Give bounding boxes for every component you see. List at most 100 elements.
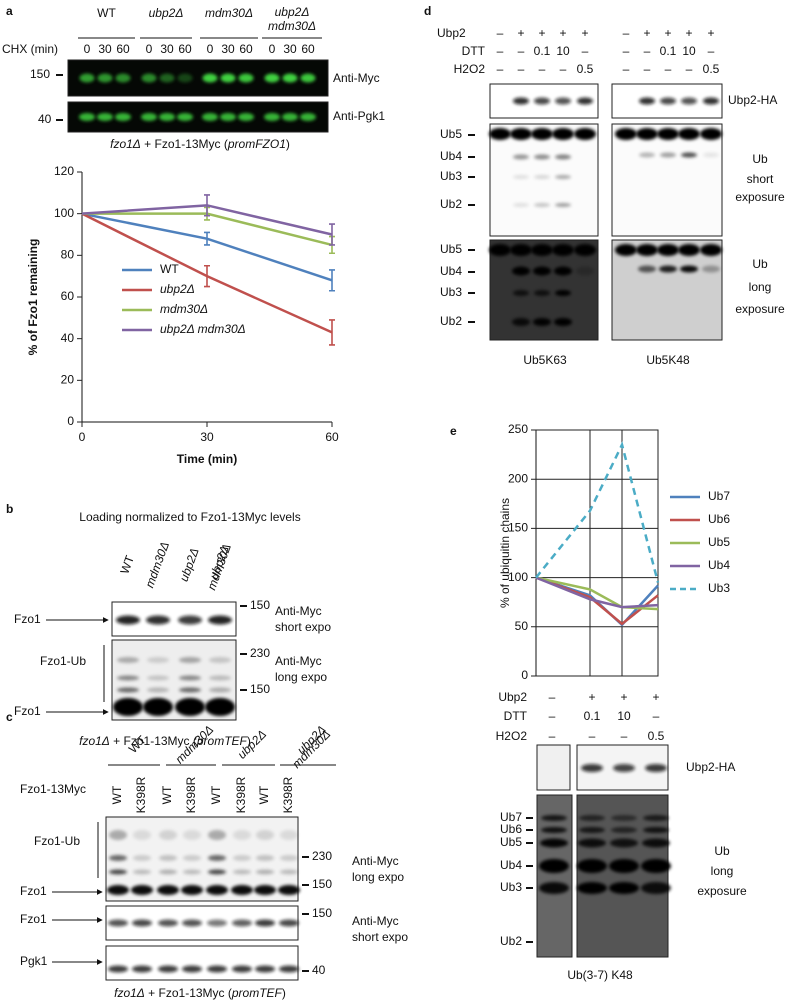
label: – bbox=[582, 44, 589, 58]
band bbox=[300, 113, 316, 121]
band bbox=[207, 965, 227, 973]
label: K398R bbox=[134, 776, 148, 813]
label: Anti-Myc bbox=[275, 604, 322, 618]
label: mdm30Δ bbox=[268, 19, 316, 33]
label: + bbox=[581, 26, 588, 40]
panel-label: c bbox=[6, 710, 13, 724]
label: 150 bbox=[250, 598, 270, 612]
band bbox=[159, 113, 175, 121]
band bbox=[233, 830, 251, 840]
x-tick-label: 60 bbox=[325, 430, 339, 444]
label: – bbox=[549, 690, 556, 704]
band bbox=[638, 265, 656, 273]
band bbox=[254, 885, 276, 895]
y-tick-label: 80 bbox=[61, 248, 75, 262]
band bbox=[534, 175, 550, 179]
band bbox=[147, 675, 169, 681]
band bbox=[183, 855, 201, 861]
label: WT bbox=[110, 785, 124, 804]
label: long expo bbox=[275, 670, 327, 684]
band bbox=[115, 113, 131, 121]
label: short bbox=[747, 172, 774, 186]
band bbox=[208, 615, 232, 625]
label: 230 bbox=[250, 646, 270, 660]
y-tick-label: 200 bbox=[508, 471, 528, 485]
y-axis-label: % of ubiquitin chains bbox=[498, 498, 512, 608]
label: Ub2 bbox=[500, 934, 522, 948]
y-tick-label: 60 bbox=[61, 289, 75, 303]
error-bar bbox=[329, 223, 335, 246]
label: 10 bbox=[682, 44, 696, 58]
band bbox=[202, 113, 218, 121]
label: exposure bbox=[735, 302, 785, 316]
label: Ub7 bbox=[500, 810, 522, 824]
band bbox=[159, 73, 175, 83]
label: + bbox=[685, 26, 692, 40]
band bbox=[209, 675, 231, 681]
label: Ub5 bbox=[440, 242, 462, 256]
band bbox=[279, 919, 299, 927]
band bbox=[513, 203, 529, 207]
label: 150 bbox=[250, 682, 270, 696]
legend-label: mdm30Δ bbox=[160, 302, 208, 316]
band bbox=[554, 266, 572, 276]
blot bbox=[576, 794, 669, 958]
antibody-label: Anti-Pgk1 bbox=[333, 109, 385, 123]
band bbox=[177, 73, 193, 83]
band bbox=[157, 885, 179, 895]
band bbox=[534, 290, 550, 296]
error-bar bbox=[204, 264, 210, 288]
band bbox=[609, 859, 639, 873]
band bbox=[577, 859, 607, 873]
series-line bbox=[535, 576, 659, 611]
label: + bbox=[652, 690, 659, 704]
band bbox=[280, 830, 298, 840]
label: – bbox=[518, 44, 525, 58]
band bbox=[79, 113, 95, 121]
band bbox=[109, 830, 127, 840]
band bbox=[147, 657, 169, 663]
band bbox=[220, 73, 236, 83]
band bbox=[231, 885, 253, 895]
band bbox=[512, 318, 530, 326]
caption: fzo1Δ + Fzo1-13Myc (promFZO1) bbox=[110, 137, 290, 151]
label: ubp2Δ bbox=[275, 5, 310, 19]
band bbox=[282, 73, 298, 83]
band bbox=[117, 687, 139, 693]
band bbox=[115, 73, 131, 83]
label: DTT bbox=[504, 709, 528, 723]
band bbox=[117, 675, 139, 681]
band bbox=[117, 657, 139, 663]
band bbox=[300, 73, 316, 83]
label: WT bbox=[117, 553, 137, 576]
label: 60 bbox=[116, 42, 130, 56]
label: + bbox=[538, 26, 545, 40]
label: Pgk1 bbox=[20, 954, 48, 968]
label: short expo bbox=[352, 930, 408, 944]
band bbox=[208, 855, 226, 861]
band bbox=[641, 859, 671, 873]
label: mdm30Δ bbox=[205, 6, 253, 20]
band bbox=[578, 838, 606, 848]
band bbox=[280, 855, 298, 861]
band bbox=[233, 855, 251, 861]
band bbox=[489, 128, 511, 140]
band bbox=[541, 827, 567, 833]
label: 150 bbox=[312, 877, 332, 891]
x-tick-label: 0 bbox=[79, 430, 86, 444]
label: 30 bbox=[160, 42, 174, 56]
label: exposure bbox=[735, 190, 785, 204]
band bbox=[256, 855, 274, 861]
band bbox=[576, 266, 594, 276]
label: 40 bbox=[312, 963, 326, 977]
label: 0.5 bbox=[577, 62, 594, 76]
band bbox=[109, 855, 127, 861]
caption-part: + Fzo1-13Myc ( bbox=[110, 734, 197, 748]
band bbox=[512, 266, 530, 276]
error-bar bbox=[204, 194, 210, 217]
label: 0.1 bbox=[660, 44, 677, 58]
panel-label: b bbox=[6, 502, 13, 516]
label: – bbox=[549, 709, 556, 723]
band bbox=[645, 764, 667, 772]
label: 150 bbox=[312, 906, 332, 920]
